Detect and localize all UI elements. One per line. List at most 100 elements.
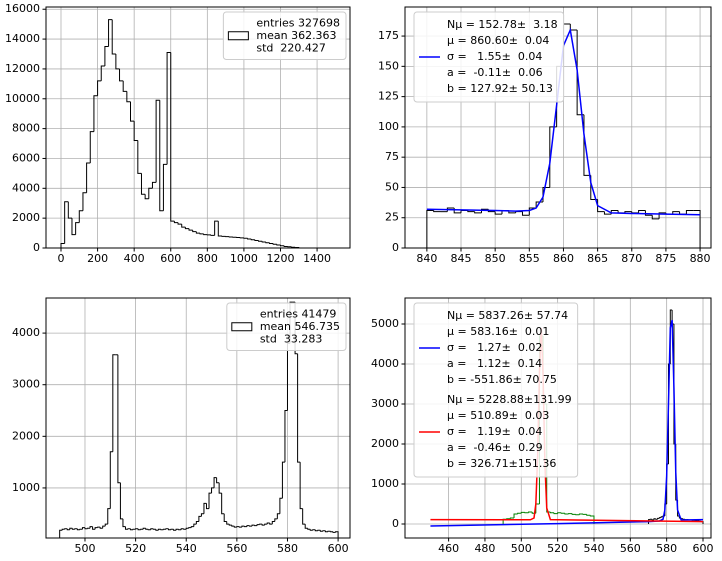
histogram-step	[150, 528, 154, 530]
y-tick-label: 175	[378, 29, 399, 42]
histogram-step	[509, 517, 515, 519]
histogram-step	[84, 527, 88, 530]
legend-label: Nμ = 5837.26± 57.74	[447, 309, 568, 322]
histogram-step	[586, 514, 591, 516]
y-tick-label: 0	[392, 241, 399, 254]
histogram-step	[78, 210, 83, 223]
y-tick-label: 3000	[12, 378, 40, 391]
histogram-step	[332, 531, 336, 533]
histogram-step	[467, 210, 475, 213]
y-tick-label: 0	[33, 241, 40, 254]
histogram-step	[130, 101, 135, 122]
histogram-step	[175, 528, 179, 531]
x-tick-label: 560	[226, 542, 247, 555]
histogram-step	[155, 529, 159, 531]
histogram-step	[122, 80, 127, 92]
histogram-step	[307, 528, 311, 530]
histogram-step	[269, 523, 273, 525]
x-tick-label: 540	[583, 542, 604, 555]
histogram-step	[137, 528, 141, 531]
histogram-step	[553, 512, 558, 515]
histogram-step	[624, 211, 632, 213]
legend-label: a = -0.46± 0.29	[447, 441, 543, 454]
histogram-step	[71, 528, 75, 530]
histogram-step	[214, 220, 219, 236]
histogram-step	[145, 528, 149, 530]
histogram-step	[261, 241, 266, 243]
histogram-step	[60, 243, 65, 248]
histogram-step	[236, 526, 240, 528]
histogram-step	[693, 209, 701, 248]
histogram-step	[64, 201, 69, 244]
histogram-step	[117, 354, 121, 484]
histogram-step	[274, 518, 278, 522]
histogram-step	[474, 211, 482, 214]
histogram-step	[494, 211, 502, 215]
y-tick-label: 125	[378, 90, 399, 103]
x-tick-label: 580	[277, 542, 298, 555]
histogram-step	[208, 492, 212, 509]
histogram-step	[312, 529, 316, 531]
histogram-step	[578, 513, 584, 515]
histogram-step	[228, 524, 232, 526]
x-tick-label: 400	[124, 252, 145, 265]
histogram-step	[521, 211, 530, 216]
histogram-step	[193, 523, 197, 527]
histogram-step	[93, 95, 98, 132]
legend-swatch	[231, 322, 253, 332]
histogram-step	[76, 528, 80, 531]
histogram-step	[64, 528, 68, 530]
x-tick-label: 600	[693, 542, 714, 555]
histogram-step	[330, 531, 334, 533]
legend-label: entries 327698	[256, 16, 340, 29]
histogram-step	[94, 527, 98, 530]
histogram-step	[557, 512, 562, 514]
axes-frame	[404, 297, 712, 539]
histogram-step	[247, 238, 252, 240]
legend-label: std 33.283	[260, 332, 323, 345]
histogram-step	[660, 516, 664, 518]
histogram-step	[638, 209, 646, 213]
histogram-step	[685, 209, 694, 215]
x-tick-label: 500	[511, 542, 532, 555]
histogram-step	[335, 531, 339, 538]
histogram-step	[181, 224, 186, 228]
histogram-step	[211, 487, 215, 494]
x-tick-label: 1000	[230, 252, 258, 265]
x-tick-label: 850	[485, 252, 506, 265]
histogram-step	[170, 528, 174, 530]
histogram-step	[126, 91, 131, 103]
histogram-step	[195, 231, 201, 234]
histogram-step	[170, 52, 175, 222]
histogram-step	[603, 211, 612, 215]
histogram-step	[269, 242, 274, 245]
histogram-step	[216, 477, 220, 484]
y-tick-label: 2000	[371, 437, 399, 450]
histogram-step	[281, 461, 285, 499]
y-tick-label: 25	[385, 211, 399, 224]
x-tick-label: 200	[87, 252, 108, 265]
histogram-step	[672, 211, 680, 215]
histogram-step	[190, 526, 194, 528]
histogram-step	[221, 493, 225, 515]
histogram-step	[111, 19, 116, 55]
histogram-step	[276, 513, 280, 519]
histogram-step	[302, 508, 306, 525]
histogram-step	[218, 482, 222, 494]
histogram-step	[124, 526, 129, 530]
histogram-step	[89, 131, 94, 163]
histogram-step	[86, 162, 91, 193]
x-tick-label: 500	[74, 542, 95, 555]
histogram-step	[426, 209, 434, 248]
legend-label: μ = 860.60± 0.04	[447, 34, 549, 47]
x-tick-label: 1400	[303, 252, 331, 265]
x-tick-label: 865	[587, 252, 608, 265]
histogram-step	[246, 525, 250, 527]
histogram-step	[322, 530, 326, 532]
histogram-step	[69, 527, 73, 530]
histogram-step	[140, 528, 144, 530]
histogram-step	[71, 218, 76, 236]
histogram-step	[205, 503, 210, 510]
y-tick-label: 150	[378, 59, 399, 72]
